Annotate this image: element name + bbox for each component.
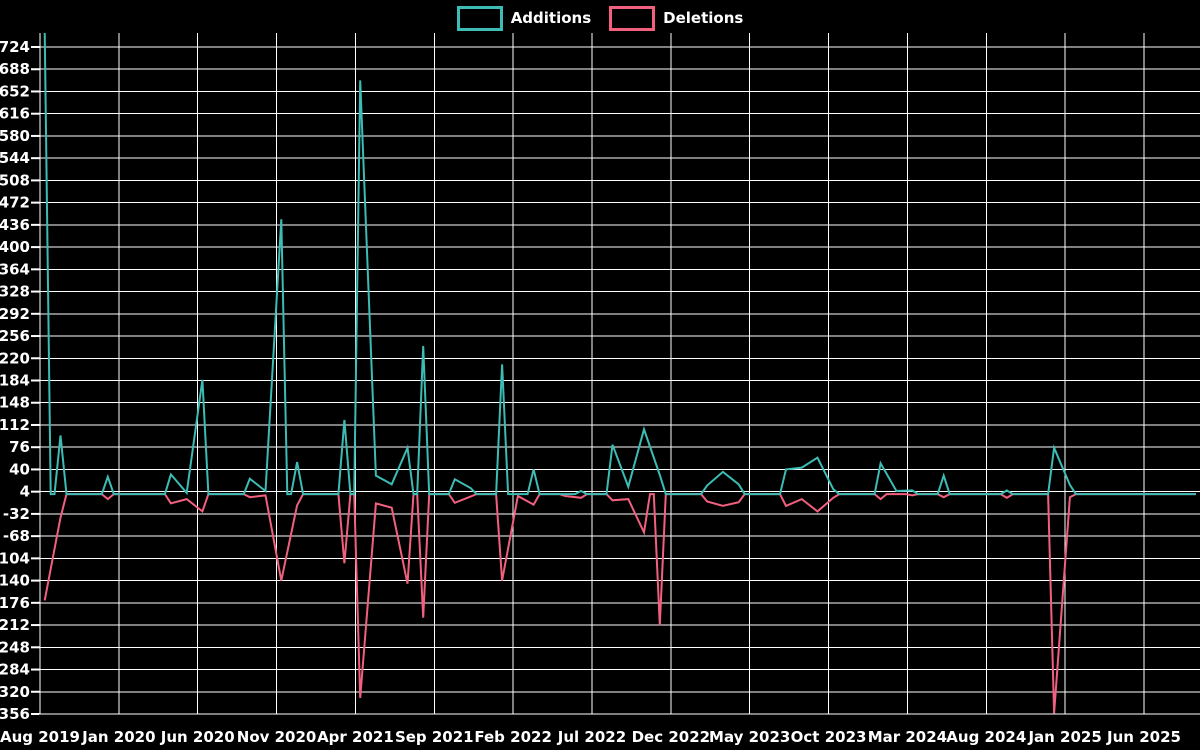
y-tick-label: 508 xyxy=(0,171,30,189)
y-tick-label: 220 xyxy=(0,349,30,367)
x-tick-label: Jun 2025 xyxy=(1106,728,1181,746)
y-tick-label: 4 xyxy=(20,483,30,501)
y-tick-label: 652 xyxy=(0,82,30,100)
x-tick-label: Apr 2021 xyxy=(317,728,394,746)
x-tick-label: Nov 2020 xyxy=(237,728,317,746)
legend-label-additions: Additions xyxy=(510,9,592,27)
y-tick-label: 724 xyxy=(0,38,30,56)
x-tick-label: Aug 2019 xyxy=(0,728,80,746)
y-tick-label: 292 xyxy=(0,305,30,323)
x-tick-label: Jul 2022 xyxy=(557,728,626,746)
y-tick-label: -104 xyxy=(0,549,30,567)
y-tick-label: 76 xyxy=(9,438,30,456)
y-tick-label: -248 xyxy=(0,638,30,656)
y-tick-label: 436 xyxy=(0,216,30,234)
additions-line-series xyxy=(43,33,1196,496)
y-tick-label: -284 xyxy=(0,661,30,679)
deletions-swatch-icon xyxy=(609,6,656,31)
legend-item-deletions[interactable]: Deletions xyxy=(609,6,743,31)
x-tick-label: Mar 2024 xyxy=(868,728,947,746)
y-tick-label: -140 xyxy=(0,572,30,590)
x-tick-label: Jan 2025 xyxy=(1027,728,1101,746)
y-tick-label: 400 xyxy=(0,238,30,256)
legend-label-deletions: Deletions xyxy=(663,9,744,27)
x-tick-label: Sep 2021 xyxy=(395,728,474,746)
x-tick-label: May 2023 xyxy=(709,728,790,746)
y-tick-label: 544 xyxy=(0,149,30,167)
y-tick-label: 112 xyxy=(0,416,30,434)
chart-legend: Additions Deletions xyxy=(0,6,1200,31)
y-tick-label: 256 xyxy=(0,327,30,345)
y-tick-label: 364 xyxy=(0,260,30,278)
additions-swatch-icon xyxy=(456,6,503,31)
y-tick-label: 328 xyxy=(0,283,30,301)
y-tick-label: 616 xyxy=(0,105,30,123)
y-tick-label: -320 xyxy=(0,683,30,701)
y-tick-label: 472 xyxy=(0,194,30,212)
x-tick-label: Jun 2020 xyxy=(160,728,235,746)
x-tick-label: Jan 2020 xyxy=(81,728,155,746)
y-tick-label: -356 xyxy=(0,705,30,723)
x-tick-label: Oct 2023 xyxy=(791,728,867,746)
y-tick-label: -176 xyxy=(0,594,30,612)
x-tick-label: Aug 2024 xyxy=(946,728,1026,746)
y-tick-label: 688 xyxy=(0,60,30,78)
y-tick-label: 184 xyxy=(0,372,30,390)
y-tick-label: -32 xyxy=(3,505,30,523)
y-tick-label: -68 xyxy=(3,527,30,545)
x-tick-label: Feb 2022 xyxy=(474,728,552,746)
x-tick-label: Dec 2022 xyxy=(632,728,711,746)
y-tick-label: 40 xyxy=(9,460,30,478)
y-tick-label: -212 xyxy=(0,616,30,634)
legend-item-additions[interactable]: Additions xyxy=(456,6,592,31)
y-tick-label: 148 xyxy=(0,394,30,412)
y-tick-label: 580 xyxy=(0,127,30,145)
